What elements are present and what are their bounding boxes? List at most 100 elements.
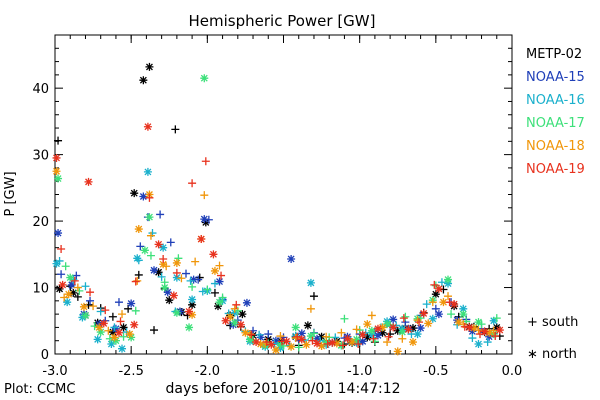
data-point-south <box>401 312 410 321</box>
data-point-north <box>389 315 398 324</box>
data-point-north <box>58 280 67 289</box>
data-point-south <box>201 157 210 166</box>
data-point-north <box>378 323 387 332</box>
data-point-north <box>474 340 483 349</box>
x-tick-label: 0.0 <box>502 364 523 379</box>
data-point-south <box>322 332 331 341</box>
data-point-north <box>169 291 178 300</box>
y-tick-label: 0 <box>41 348 49 363</box>
data-point-north <box>154 240 163 249</box>
data-point-north <box>185 323 194 332</box>
data-point-north <box>81 311 90 320</box>
data-point-south <box>306 304 315 313</box>
data-point-south <box>422 300 431 309</box>
data-point-south <box>232 300 241 309</box>
data-point-north <box>134 225 143 234</box>
data-point-south <box>337 328 346 337</box>
data-point-south <box>200 191 209 200</box>
legend-entry: NOAA-16 <box>526 93 585 108</box>
data-point-north <box>313 334 322 343</box>
series-noaa-17 <box>54 74 501 352</box>
data-point-south <box>131 306 140 315</box>
data-point-north <box>66 273 75 282</box>
data-point-north <box>125 330 134 339</box>
data-point-south <box>428 298 437 307</box>
data-point-south <box>413 316 422 325</box>
data-point-south <box>439 285 448 294</box>
data-point-south <box>255 330 264 339</box>
data-point-south <box>156 210 165 219</box>
data-point-north <box>99 319 108 328</box>
data-point-north <box>459 310 468 319</box>
data-point-north <box>133 254 142 263</box>
data-point-north <box>172 258 181 267</box>
data-point-south <box>166 238 175 247</box>
y-tick-label: 40 <box>32 82 49 97</box>
data-point-north <box>306 278 315 287</box>
data-point-north <box>130 320 139 329</box>
x-tick-label: -0.5 <box>423 364 448 379</box>
data-point-south <box>437 278 446 287</box>
data-point-north <box>474 318 483 327</box>
data-point-south <box>398 334 407 343</box>
data-point-north <box>159 243 168 252</box>
data-point-south <box>230 304 239 313</box>
data-point-north <box>172 273 181 282</box>
data-point-south <box>61 262 70 271</box>
x-tick-label: -1.5 <box>271 364 296 379</box>
data-point-north <box>424 319 433 328</box>
data-point-south <box>133 276 142 285</box>
data-point-north <box>63 298 72 307</box>
data-point-south <box>114 298 123 307</box>
data-point-south <box>264 330 273 339</box>
data-point-north <box>459 304 468 313</box>
data-point-south <box>491 332 500 341</box>
data-point-south <box>210 279 219 288</box>
data-point-south <box>340 314 349 323</box>
data-point-north <box>431 290 440 299</box>
data-point-north <box>230 318 239 327</box>
data-point-north <box>419 309 428 318</box>
data-point-north <box>188 300 197 309</box>
data-point-north <box>96 328 105 337</box>
data-point-north <box>428 314 437 323</box>
data-point-north <box>226 312 235 321</box>
data-point-south <box>492 314 501 323</box>
data-point-north <box>69 288 78 297</box>
data-point-north <box>465 323 474 332</box>
data-point-south <box>96 307 105 316</box>
data-point-north <box>64 290 73 299</box>
data-point-north <box>79 302 88 311</box>
data-point-north <box>373 324 382 333</box>
data-point-north <box>200 74 209 83</box>
data-point-north <box>143 167 152 176</box>
data-point-north <box>110 333 119 342</box>
legend-entry: NOAA-15 <box>526 70 585 85</box>
data-point-north <box>358 330 367 339</box>
legend: METP-02 NOAA-15 NOAA-16 NOAA-17 NOAA-18 NOAA-… <box>526 47 585 177</box>
data-point-south <box>198 287 207 296</box>
marker-legend-south: + south <box>527 315 578 330</box>
data-point-south <box>217 271 226 280</box>
data-point-north <box>236 320 245 329</box>
data-point-north <box>252 338 261 347</box>
data-point-north <box>363 333 372 342</box>
data-point-north <box>52 153 61 162</box>
data-point-south <box>399 314 408 323</box>
data-point-north <box>328 338 337 347</box>
data-point-north <box>322 338 331 347</box>
data-point-north <box>256 333 265 342</box>
x-tick-label: -1.0 <box>347 364 372 379</box>
data-point-north <box>306 332 315 341</box>
data-point-south <box>276 332 285 341</box>
data-point-north <box>245 335 254 344</box>
data-point-south <box>110 323 119 332</box>
data-point-south <box>210 288 219 297</box>
data-point-north <box>108 328 117 337</box>
data-point-south <box>430 280 439 289</box>
data-point-north <box>291 323 300 332</box>
data-point-north <box>287 342 296 351</box>
data-point-north <box>398 328 407 337</box>
data-point-north <box>118 344 127 353</box>
